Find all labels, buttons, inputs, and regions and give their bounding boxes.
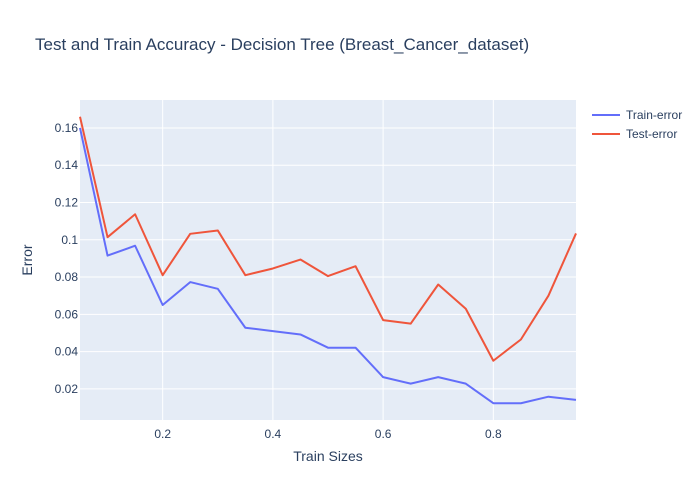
x-tick-label: 0.6 <box>375 427 392 441</box>
chart-title: Test and Train Accuracy - Decision Tree … <box>35 35 529 54</box>
legend: Train-error Test-error <box>592 108 682 141</box>
y-tick-label: 0.08 <box>55 270 79 284</box>
plot-area <box>80 100 576 420</box>
y-tick-label: 0.12 <box>55 196 79 210</box>
y-tick-label: 0.1 <box>61 233 78 247</box>
y-tick-label: 0.02 <box>55 382 79 396</box>
y-tick-label: 0.16 <box>55 121 79 135</box>
legend-label-test-error: Test-error <box>626 127 677 141</box>
series-lines <box>79 116 577 405</box>
x-tick-label: 0.8 <box>485 427 502 441</box>
y-tick-label: 0.04 <box>55 345 79 359</box>
series-line-test-error <box>79 116 577 362</box>
x-tick-label: 0.2 <box>154 427 171 441</box>
grid-lines <box>80 100 576 420</box>
legend-label-train-error: Train-error <box>626 108 682 122</box>
y-tick-label: 0.14 <box>55 158 79 172</box>
y-tick-labels: 0.02 0.04 0.06 0.08 0.1 0.12 0.14 0.16 <box>55 121 79 396</box>
y-tick-label: 0.06 <box>55 307 79 321</box>
x-axis-title: Train Sizes <box>293 448 363 464</box>
series-line-train-error <box>79 127 577 405</box>
x-tick-label: 0.4 <box>265 427 282 441</box>
y-axis-title: Error <box>19 244 35 275</box>
x-tick-labels: 0.2 0.4 0.6 0.8 <box>154 427 502 441</box>
